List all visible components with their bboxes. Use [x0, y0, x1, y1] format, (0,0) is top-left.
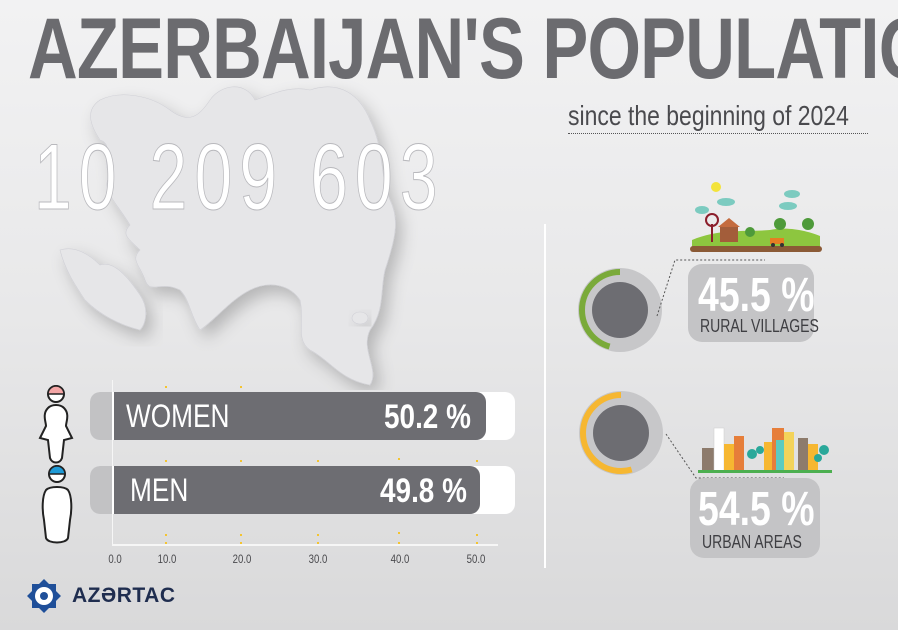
man-icon — [41, 465, 73, 544]
bar-women: WOMEN 50.2 % — [90, 392, 515, 440]
x-tick: 50.0 — [466, 552, 486, 566]
urban-label: URBAN AREAS — [702, 532, 802, 552]
x-tick: 40.0 — [390, 552, 410, 566]
rural-donut-chart — [578, 268, 662, 352]
city-illustration-icon — [698, 427, 832, 473]
bar-value-men: 49.8 % — [380, 472, 467, 510]
x-tick: 0.0 — [108, 552, 122, 566]
bar-men: MEN 49.8 % — [90, 466, 515, 514]
x-tick: 10.0 — [157, 552, 177, 566]
woman-icon — [38, 385, 74, 464]
vertical-divider — [544, 224, 546, 568]
x-axis-line — [112, 544, 498, 546]
urban-percentage: 54.5 % — [698, 483, 815, 536]
bar-value-women: 50.2 % — [384, 398, 471, 436]
azertac-emblem-icon — [27, 579, 61, 613]
gender-bar-chart: WOMEN 50.2 % MEN 49.8 % 0.0 10.0 20.0 30… — [0, 380, 530, 566]
logo-text: AZƏRTAC — [72, 584, 176, 607]
azerbaijan-map-silhouette — [59, 86, 396, 386]
bar-fill-men — [114, 466, 480, 514]
page-title: AZERBAIJAN'S POPULATION — [28, 1, 898, 97]
bar-label-men: MEN — [130, 472, 189, 508]
x-tick: 30.0 — [308, 552, 328, 566]
x-tick: 20.0 — [232, 552, 252, 566]
urban-stat-box: 54.5 % URBAN AREAS — [690, 478, 820, 558]
rural-label: RURAL VILLAGES — [700, 316, 819, 336]
azertac-logo: AZƏRTAC — [24, 576, 176, 616]
subtitle-underline — [568, 133, 868, 134]
subtitle: since the beginning of 2024 — [568, 100, 849, 131]
urban-donut-chart — [579, 391, 663, 475]
y-axis-line — [112, 380, 113, 544]
urban-connector-line — [665, 433, 784, 479]
rural-percentage: 45.5 % — [698, 269, 815, 322]
rural-stat-box: 45.5 % RURAL VILLAGES — [688, 264, 819, 342]
total-population: 10 209 603 — [34, 124, 445, 229]
bar-label-women: WOMEN — [126, 398, 230, 434]
village-illustration-icon — [690, 182, 822, 252]
bar-fill-women — [114, 392, 486, 440]
